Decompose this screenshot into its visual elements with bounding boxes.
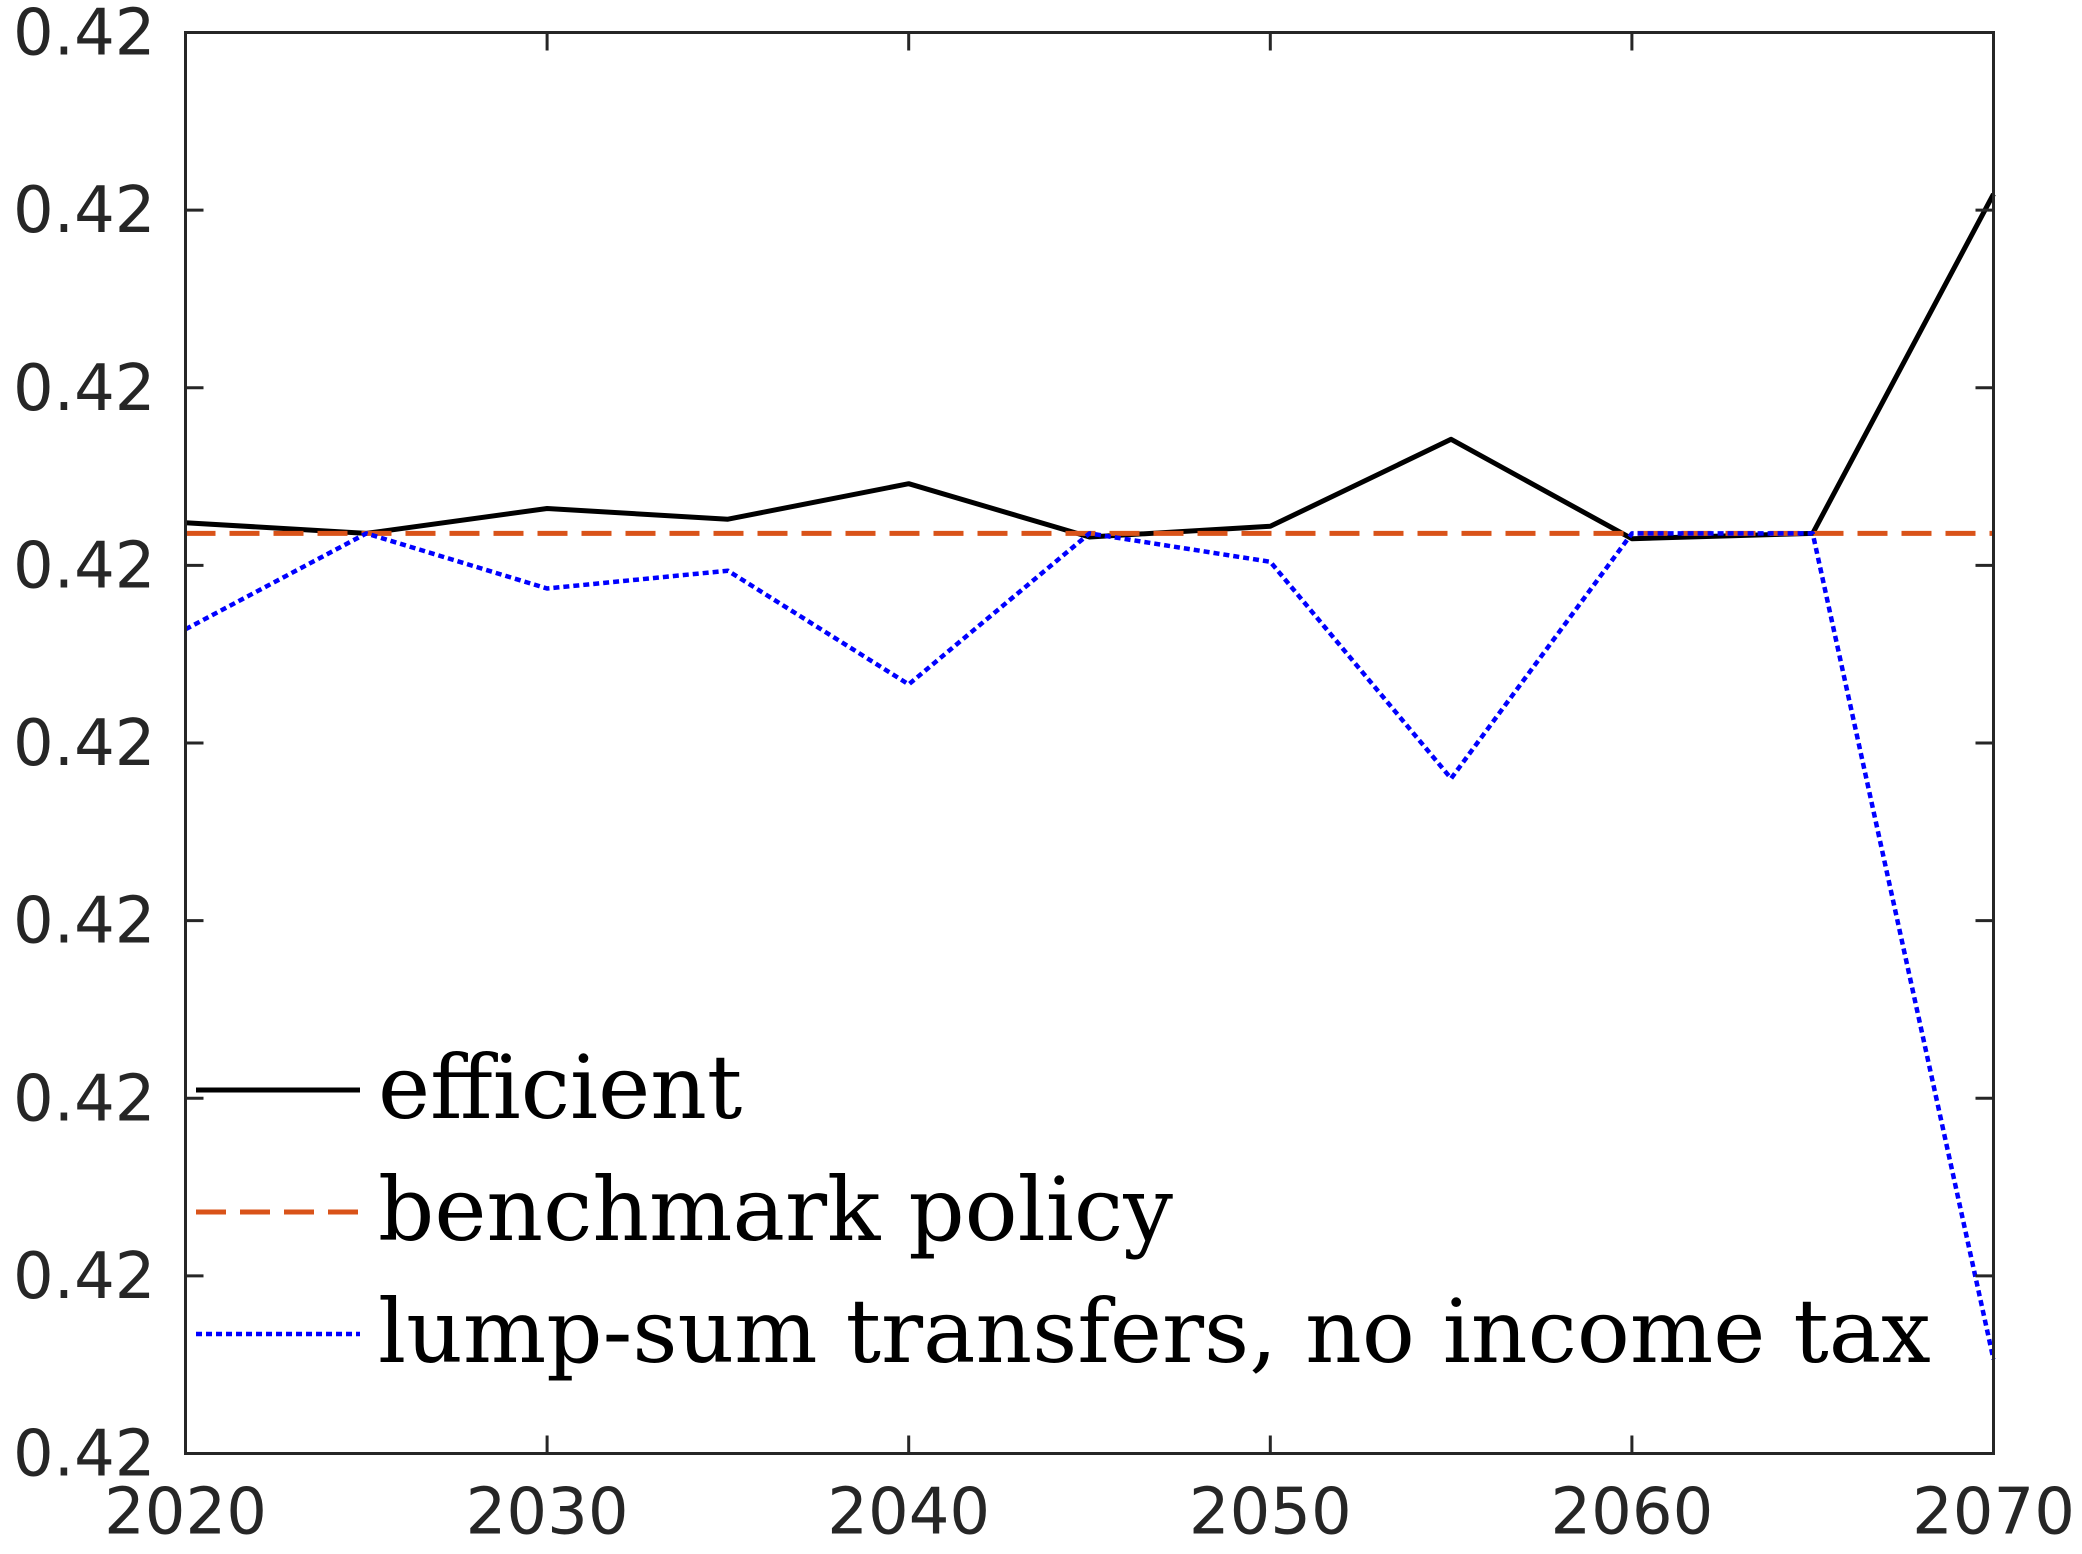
x-tick-label: 2060 — [1550, 1476, 1713, 1550]
y-tick-label: 0.42 — [13, 0, 156, 71]
series-line-1 — [185, 192, 1996, 542]
y-tick-label: 0.42 — [13, 352, 156, 426]
y-tick-label: 0.42 — [13, 174, 156, 248]
y-tick-label: 0.42 — [13, 707, 156, 781]
x-tick-label: 2040 — [827, 1476, 990, 1550]
y-tick-label: 0.42 — [13, 529, 156, 603]
legend: efficient benchmark policy lump-sum transf… — [196, 1036, 1931, 1383]
y-tick-label: 0.42 — [13, 1062, 156, 1136]
x-tick-label: 2070 — [1912, 1476, 2075, 1550]
y-tick-label: 0.42 — [13, 1240, 156, 1314]
legend-label: efficient — [378, 1036, 742, 1139]
y-tick-label: 0.42 — [13, 1418, 156, 1492]
x-tick-label: 2020 — [104, 1476, 267, 1550]
x-tick-label: 2030 — [466, 1476, 629, 1550]
ticks-layer: 2020 2030 2040 2050 2060 2070 0.42 0.42 0.42 0.42… — [13, 0, 2075, 1550]
series-line-3 — [184, 531, 1996, 1360]
legend-label: benchmark policy — [378, 1158, 1173, 1261]
legend-label: lump-sum transfers, no income tax — [378, 1280, 1931, 1383]
y-tick-label: 0.42 — [13, 885, 156, 959]
series-layer — [184, 192, 1996, 1360]
x-tick-label: 2050 — [1189, 1476, 1352, 1550]
